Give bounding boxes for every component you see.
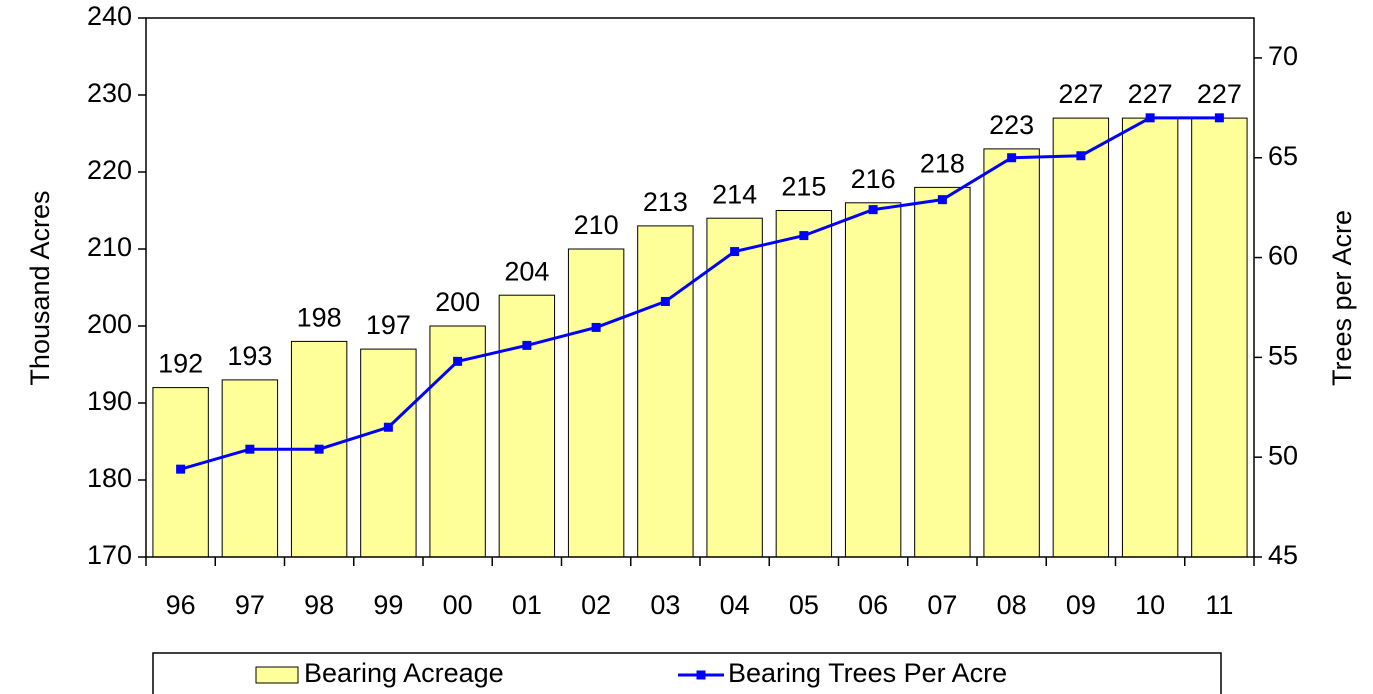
y2-tick-label: 55 bbox=[1268, 340, 1298, 370]
x-tick-label: 98 bbox=[304, 590, 334, 620]
data-label: 227 bbox=[1197, 79, 1242, 109]
legend-marker bbox=[696, 670, 706, 680]
legend-label: Bearing Trees Per Acre bbox=[728, 658, 1007, 688]
y2-tick-label: 45 bbox=[1268, 540, 1298, 570]
legend-swatch bbox=[255, 666, 299, 684]
y2-axis-label: Trees per Acre bbox=[1327, 210, 1357, 386]
data-label: 192 bbox=[158, 349, 203, 379]
y-tick-label: 230 bbox=[87, 78, 132, 108]
y-axis-label: Thousand Acres bbox=[25, 190, 55, 385]
marker bbox=[383, 422, 393, 432]
data-label: 223 bbox=[989, 110, 1034, 140]
bar bbox=[637, 225, 694, 558]
x-tick-label: 06 bbox=[858, 590, 888, 620]
bar bbox=[983, 148, 1040, 558]
y2-tick-label: 65 bbox=[1268, 141, 1298, 171]
bar bbox=[360, 348, 417, 558]
y2-tick-label: 60 bbox=[1268, 241, 1298, 271]
bar bbox=[221, 379, 279, 558]
data-label: 218 bbox=[920, 149, 965, 179]
marker bbox=[660, 296, 670, 306]
legend-label: Bearing Acreage bbox=[304, 658, 504, 688]
y-tick-label: 190 bbox=[87, 386, 132, 416]
y-tick-label: 210 bbox=[87, 232, 132, 262]
y-tick-label: 170 bbox=[87, 540, 132, 570]
x-tick-label: 11 bbox=[1205, 590, 1233, 620]
data-label: 198 bbox=[297, 303, 342, 333]
marker bbox=[314, 444, 324, 454]
x-tick-label: 08 bbox=[997, 590, 1027, 620]
bar bbox=[775, 210, 833, 558]
marker bbox=[730, 247, 740, 257]
data-label: 227 bbox=[1058, 79, 1103, 109]
x-tick-label: 04 bbox=[720, 590, 750, 620]
data-label: 210 bbox=[574, 210, 619, 240]
y2-tick-label: 70 bbox=[1268, 41, 1298, 71]
x-tick-label: 97 bbox=[235, 590, 265, 620]
bar bbox=[1121, 117, 1179, 558]
y2-tick-label: 50 bbox=[1268, 440, 1298, 470]
marker bbox=[868, 205, 878, 215]
marker bbox=[1007, 153, 1017, 163]
marker bbox=[245, 444, 255, 454]
x-tick-label: 01 bbox=[512, 590, 542, 620]
y-tick-label: 220 bbox=[87, 155, 132, 185]
marker bbox=[1145, 113, 1155, 123]
marker bbox=[453, 356, 463, 366]
y-tick-label: 240 bbox=[87, 1, 132, 31]
marker bbox=[1076, 151, 1086, 161]
bar bbox=[914, 186, 971, 558]
data-label: 197 bbox=[366, 310, 411, 340]
x-tick-label: 07 bbox=[927, 590, 957, 620]
marker bbox=[1214, 113, 1224, 123]
marker bbox=[799, 231, 809, 241]
x-tick-label: 03 bbox=[650, 590, 680, 620]
x-tick-label: 96 bbox=[166, 590, 196, 620]
x-tick-label: 10 bbox=[1135, 590, 1165, 620]
marker bbox=[937, 195, 947, 205]
bar bbox=[1191, 117, 1248, 558]
data-label: 200 bbox=[435, 287, 480, 317]
bar bbox=[844, 202, 902, 558]
data-label: 216 bbox=[851, 164, 896, 194]
bar bbox=[567, 248, 625, 558]
line bbox=[180, 116, 1220, 471]
data-label: 193 bbox=[227, 341, 272, 371]
x-tick-label: 99 bbox=[373, 590, 403, 620]
marker bbox=[176, 464, 186, 474]
bar bbox=[706, 217, 763, 558]
data-label: 213 bbox=[643, 187, 688, 217]
bar bbox=[498, 294, 556, 558]
bar bbox=[1052, 117, 1110, 558]
x-tick-label: 05 bbox=[789, 590, 819, 620]
x-tick-label: 02 bbox=[581, 590, 611, 620]
data-label: 204 bbox=[504, 256, 549, 286]
data-label: 215 bbox=[781, 172, 826, 202]
x-tick-label: 00 bbox=[443, 590, 473, 620]
legend: Bearing Acreage Bearing Trees Per Acre bbox=[152, 652, 1222, 694]
y-tick-label: 200 bbox=[87, 309, 132, 339]
marker bbox=[522, 340, 532, 350]
data-label: 227 bbox=[1128, 79, 1173, 109]
y-tick-label: 180 bbox=[87, 463, 132, 493]
marker bbox=[591, 322, 601, 332]
x-tick-label: 09 bbox=[1066, 590, 1096, 620]
data-label: 214 bbox=[712, 179, 757, 209]
